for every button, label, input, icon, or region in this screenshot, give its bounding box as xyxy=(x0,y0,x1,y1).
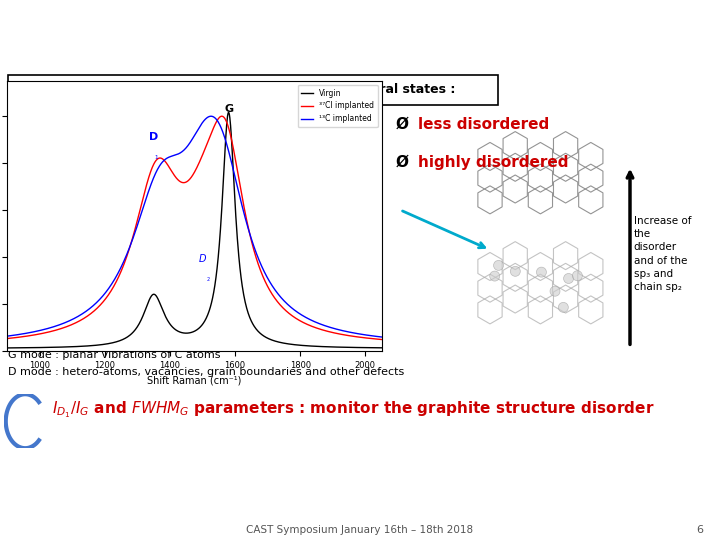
³⁷Cl implanted xyxy=(377,336,386,343)
Text: G mode : planar vibrations of C atoms: G mode : planar vibrations of C atoms xyxy=(8,350,220,360)
Line: ³⁷Cl implanted: ³⁷Cl implanted xyxy=(7,116,382,340)
Virgin xyxy=(168,323,176,330)
Circle shape xyxy=(497,270,507,280)
¹³C implanted xyxy=(377,334,386,340)
Line: ¹³C implanted: ¹³C implanted xyxy=(7,116,382,337)
Text: $_1$: $_1$ xyxy=(153,153,159,162)
Virgin xyxy=(41,344,50,350)
Virgin xyxy=(302,342,310,349)
Circle shape xyxy=(521,262,531,272)
Virgin xyxy=(154,297,163,303)
Text: less disordered: less disordered xyxy=(418,117,549,132)
¹³C implanted xyxy=(41,326,50,332)
Circle shape xyxy=(550,278,560,288)
Text: Ø: Ø xyxy=(396,154,420,170)
Text: $I_{D_1}/I_G$ and $FWHM_G$ parameters : monitor the graphite structure disorder: $I_{D_1}/I_G$ and $FWHM_G$ parameters : … xyxy=(52,400,654,420)
X-axis label: Shift Raman (cm⁻¹): Shift Raman (cm⁻¹) xyxy=(147,375,242,385)
Text: 6: 6 xyxy=(696,525,703,535)
³⁷Cl implanted xyxy=(168,168,176,175)
Legend: Virgin, ³⁷Cl implanted, ¹³C implanted: Virgin, ³⁷Cl implanted, ¹³C implanted xyxy=(297,85,378,127)
Text: D: D xyxy=(149,132,158,141)
Circle shape xyxy=(564,288,574,298)
Circle shape xyxy=(536,270,545,280)
Virgin xyxy=(225,109,233,116)
Text: Ø: Ø xyxy=(396,117,420,132)
Text: Increase of
the
disorder
and of the
sp₃ and
chain sp₂: Increase of the disorder and of the sp₃ … xyxy=(634,216,691,292)
Circle shape xyxy=(503,301,513,310)
¹³C implanted xyxy=(168,153,176,159)
Text: Implantation alows simulating two different structural states :: Implantation alows simulating two differ… xyxy=(16,83,455,96)
³⁷Cl implanted xyxy=(261,277,269,284)
¹³C implanted xyxy=(261,269,269,276)
Text: D mode : hetero-atoms, vacancies, grain boundaries and other defects: D mode : hetero-atoms, vacancies, grain … xyxy=(8,367,404,377)
FancyBboxPatch shape xyxy=(8,75,498,105)
Circle shape xyxy=(564,268,575,279)
Text: highly disordered: highly disordered xyxy=(418,154,568,170)
³⁷Cl implanted xyxy=(302,321,310,327)
Text: CAST Symposium January 16th – 18th 2018: CAST Symposium January 16th – 18th 2018 xyxy=(246,525,474,535)
Virgin xyxy=(295,342,304,348)
Virgin xyxy=(377,345,386,351)
³⁷Cl implanted xyxy=(3,335,12,342)
¹³C implanted xyxy=(154,164,163,171)
Circle shape xyxy=(562,263,572,273)
³⁷Cl implanted xyxy=(41,329,50,336)
Text: D: D xyxy=(199,254,207,264)
Virgin xyxy=(3,345,12,351)
Line: Virgin: Virgin xyxy=(7,112,382,348)
¹³C implanted xyxy=(295,310,304,317)
Text: $_2$: $_2$ xyxy=(206,276,210,284)
Text: G: G xyxy=(224,104,233,113)
Virgin xyxy=(261,333,269,340)
Text: Two different structural states: Two different structural states xyxy=(156,21,564,44)
³⁷Cl implanted xyxy=(217,113,226,119)
³⁷Cl implanted xyxy=(154,155,163,161)
³⁷Cl implanted xyxy=(295,317,304,323)
¹³C implanted xyxy=(3,333,12,339)
¹³C implanted xyxy=(302,314,310,321)
¹³C implanted xyxy=(207,113,215,119)
